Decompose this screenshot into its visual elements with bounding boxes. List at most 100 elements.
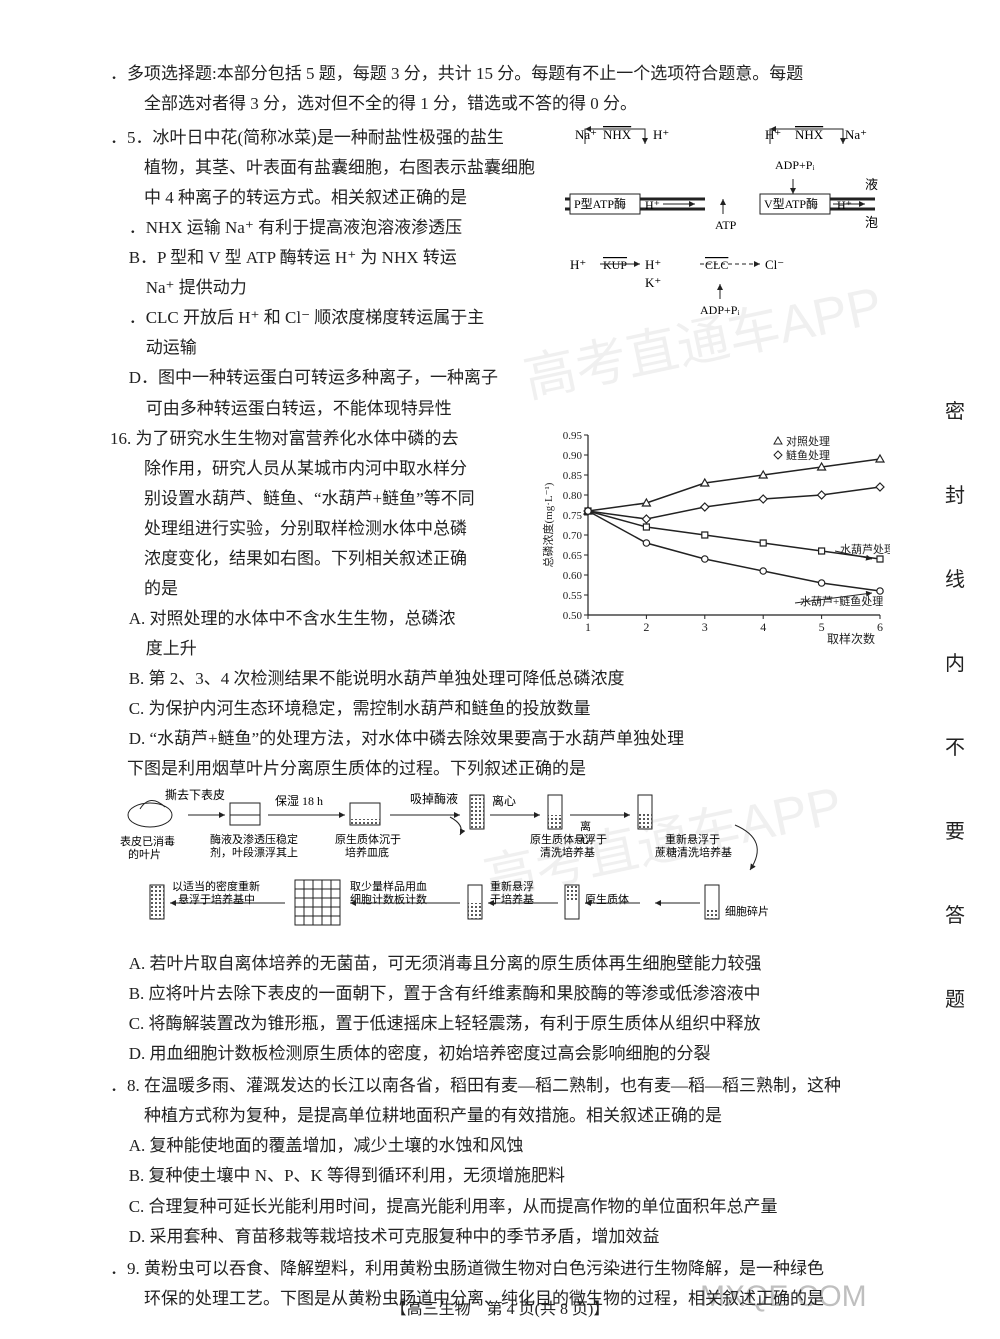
margin-char: 内 <box>940 647 970 676</box>
svg-text:鲢鱼处理: 鲢鱼处理 <box>786 448 830 462</box>
exam-page: 高考直通车APP 高考直通车APP MXQE.COM 密 封 线 内 不 要 答… <box>0 0 1000 1339</box>
q16-stem: 16. 为了研究水生生物对富营养化水体中磷的去 <box>110 425 540 453</box>
q18-option-b: B. 复种使土壤中 N、P、K 等得到循环利用，无须增施肥料 <box>110 1162 880 1190</box>
q16-option-d: D. “水葫芦+鲢鱼”的处理方法，对水体中磷去除效果要高于水葫芦单独处理 <box>110 725 880 753</box>
q15-option-b: B．P 型和 V 型 ATP 酶转运 H⁺ 为 NHX 转运 <box>110 244 540 272</box>
svg-text:4: 4 <box>760 620 766 634</box>
svg-text:心: 心 <box>580 833 591 846</box>
svg-text:保湿 18 h: 保湿 18 h <box>275 793 323 808</box>
q16-stem: 浓度变化，结果如右图。下列相关叙述正确 <box>110 545 540 573</box>
svg-text:ADP+Pᵢ: ADP+Pᵢ <box>700 303 739 317</box>
margin-char: 答 <box>940 899 970 928</box>
svg-text:CLC: CLC <box>705 258 728 272</box>
q19-stem: ．9. 黄粉虫可以吞食、降解塑料，利用黄粉虫肠道微生物对白色污染进行生物降解，是… <box>110 1255 880 1283</box>
q16-chart: 0.500.550.600.650.700.750.800.850.900.95… <box>540 425 890 645</box>
q15-option-d2: 可由多种转运蛋白转运，不能体现特异性 <box>110 395 540 423</box>
q16-stem: 处理组进行实验，分别取样检测水体中总磷 <box>110 515 540 543</box>
question-15: ．5．冰叶日中花(简称冰菜)是一种耐盐性极强的盐生 植物，其茎、叶表面有盐囊细胞… <box>110 124 880 422</box>
q15-option-c2: 动运输 <box>110 334 540 362</box>
q17-option-b: B. 应将叶片去除下表皮的一面朝下，置于含有纤维素酶和果胶酶的等渗或低渗溶液中 <box>110 980 880 1008</box>
margin-char: 封 <box>940 479 970 508</box>
question-16: 16. 为了研究水生生物对富营养化水体中磷的去 除作用，研究人员从某城市内河中取… <box>110 425 880 754</box>
q15-stem: 中 4 种离子的转运方式。相关叙述正确的是 <box>110 184 540 212</box>
q18-stem: ．8. 在温暖多雨、灌溉发达的长江以南各省，稻田有麦—稻二熟制，也有麦—稻—稻三… <box>110 1072 880 1100</box>
svg-text:6: 6 <box>877 620 883 634</box>
svg-text:原生质体沉于: 原生质体沉于 <box>335 832 401 846</box>
svg-text:P型ATP酶: P型ATP酶 <box>574 196 626 211</box>
q17-option-a: A. 若叶片取自离体培养的无菌苗，可无须消毒且分离的原生质体再生细胞壁能力较强 <box>110 950 880 978</box>
svg-text:H⁺: H⁺ <box>645 257 661 272</box>
svg-text:泡: 泡 <box>865 215 878 230</box>
q18-option-c: C. 合理复种可延长光能利用时间，提高光能利用率，从而提高作物的单位面积年总产量 <box>110 1193 880 1221</box>
svg-text:0.65: 0.65 <box>563 550 583 562</box>
question-18: ．8. 在温暖多雨、灌溉发达的长江以南各省，稻田有麦—稻二熟制，也有麦—稻—稻三… <box>110 1072 880 1250</box>
svg-text:H⁺: H⁺ <box>837 198 852 212</box>
svg-text:取少量样品用血: 取少量样品用血 <box>350 879 427 893</box>
q16-stem: 的是 <box>110 575 540 603</box>
svg-text:原生质体: 原生质体 <box>585 892 629 906</box>
q15-diagram: Na⁺ NHX H⁺ H⁺ NHX Na⁺ ADP+Pᵢ P型ATP酶 <box>545 119 885 329</box>
svg-text:0.50: 0.50 <box>563 610 583 622</box>
q18-option-d: D. 采用套种、育苗移栽等栽培技术可克服复种中的季节矛盾，增加效益 <box>110 1223 880 1251</box>
svg-text:ADP+Pᵢ: ADP+Pᵢ <box>775 158 814 172</box>
margin-char: 密 <box>940 395 970 424</box>
content-column: ．多项选择题:本部分包括 5 题，每题 3 分，共计 15 分。每题有不止一个选… <box>110 60 880 1315</box>
svg-text:于培养基: 于培养基 <box>490 892 534 906</box>
page-footer: 【高三生物 第 4 页(共 8 页)】 <box>0 1295 1000 1319</box>
q17-option-c: C. 将酶解装置改为锥形瓶，置于低速摇床上轻轻震荡，有利于原生质体从组织中释放 <box>110 1010 880 1038</box>
svg-text:蔗糖清洗培养基: 蔗糖清洗培养基 <box>655 845 732 859</box>
svg-text:清洗培养基: 清洗培养基 <box>540 845 595 859</box>
svg-text:原生质体悬浮于: 原生质体悬浮于 <box>530 832 607 846</box>
margin-char: 要 <box>940 815 970 844</box>
svg-text:重新悬浮: 重新悬浮 <box>490 879 534 893</box>
svg-text:离: 离 <box>580 819 591 833</box>
svg-text:ATP: ATP <box>715 218 737 232</box>
svg-text:取样次数: 取样次数 <box>827 631 875 645</box>
q16-option-a: A. 对照处理的水体中不含水生生物，总磷浓 <box>110 605 540 633</box>
q18-stem: 种植方式称为复种，是提高单位耕地面积产量的有效措施。相关叙述正确的是 <box>110 1102 880 1130</box>
svg-text:撕去下表皮: 撕去下表皮 <box>165 788 225 802</box>
svg-text:细胞计数板计数: 细胞计数板计数 <box>350 892 427 906</box>
svg-text:H⁺: H⁺ <box>653 127 669 142</box>
svg-text:Na⁺: Na⁺ <box>845 127 867 142</box>
svg-text:的叶片: 的叶片 <box>128 847 161 861</box>
svg-text:Cl⁻: Cl⁻ <box>765 257 784 272</box>
margin-char: 题 <box>940 983 970 1012</box>
svg-text:0.85: 0.85 <box>563 470 583 482</box>
svg-text:0.90: 0.90 <box>563 450 583 462</box>
svg-text:0.60: 0.60 <box>563 570 583 582</box>
q16-stem: 除作用，研究人员从某城市内河中取水样分 <box>110 455 540 483</box>
svg-text:5: 5 <box>819 620 825 634</box>
svg-text:H⁺: H⁺ <box>570 257 586 272</box>
q16-stem: 别设置水葫芦、鲢鱼、“水葫芦+鲢鱼”等不同 <box>110 485 540 513</box>
q15-stem: 植物，其茎、叶表面有盐囊细胞，右图表示盐囊细胞 <box>110 154 540 182</box>
section-header-line: ．多项选择题:本部分包括 5 题，每题 3 分，共计 15 分。每题有不止一个选… <box>110 60 880 88</box>
q17-flow-diagram: 撕去下表皮 表皮已消毒 的叶片 酶液及渗透压稳定 剂，叶段漂浮其上 保湿 18 … <box>110 785 880 950</box>
svg-text:液: 液 <box>865 177 878 192</box>
svg-text:V型ATP酶: V型ATP酶 <box>764 196 818 211</box>
svg-text:2: 2 <box>643 620 649 634</box>
q15-option-b2: Na⁺ 提供动力 <box>110 274 540 302</box>
svg-text:总磷浓度(mg·L⁻¹): 总磷浓度(mg·L⁻¹) <box>541 482 555 567</box>
svg-text:酶液及渗透压稳定: 酶液及渗透压稳定 <box>210 832 298 846</box>
q16-option-c: C. 为保护内河生态环境稳定，需控制水葫芦和鲢鱼的投放数量 <box>110 695 880 723</box>
svg-text:离心: 离心 <box>492 793 516 808</box>
q15-stem: ．5．冰叶日中花(简称冰菜)是一种耐盐性极强的盐生 <box>110 124 540 152</box>
svg-text:以适当的密度重新: 以适当的密度重新 <box>172 879 260 893</box>
svg-text:KUP: KUP <box>603 258 627 272</box>
margin-char: 线 <box>940 563 970 592</box>
q16-option-a2: 度上升 <box>110 635 540 663</box>
svg-text:剂，叶段漂浮其上: 剂，叶段漂浮其上 <box>210 845 298 859</box>
q17-option-d: D. 用血细胞计数板检测原生质体的密度，初始培养密度过高会影响细胞的分裂 <box>110 1040 880 1068</box>
svg-text:悬浮于培养基中: 悬浮于培养基中 <box>178 892 255 906</box>
question-17: 下图是利用烟草叶片分离原生质体的过程。下列叙述正确的是 撕去下表皮 <box>110 755 880 1068</box>
q18-option-a: A. 复种能使地面的覆盖增加，减少土壤的水蚀和风蚀 <box>110 1132 880 1160</box>
svg-text:0.75: 0.75 <box>563 510 583 522</box>
svg-text:H⁺: H⁺ <box>645 198 660 212</box>
svg-text:0.55: 0.55 <box>563 590 583 602</box>
section-header-line: 全部选对者得 3 分，选对但不全的得 1 分，错选或不答的得 0 分。 <box>110 90 880 118</box>
svg-text:表皮已消毒: 表皮已消毒 <box>120 834 175 848</box>
svg-text:0.95: 0.95 <box>563 430 583 442</box>
q15-option-a: ．NHX 运输 Na⁺ 有利于提高液泡溶液渗透压 <box>110 214 540 242</box>
svg-text:重新悬浮于: 重新悬浮于 <box>665 832 720 846</box>
